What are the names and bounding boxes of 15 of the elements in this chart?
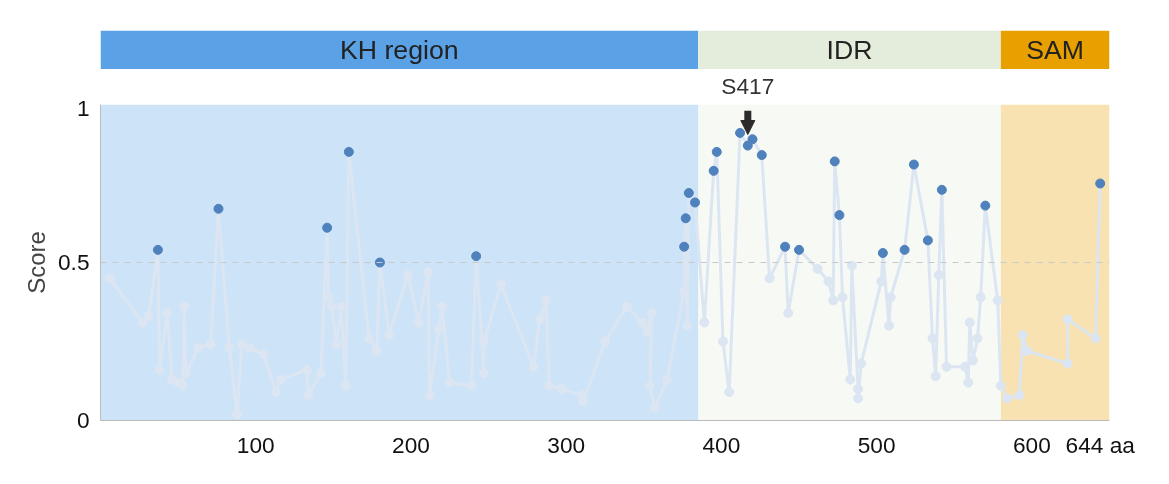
x-tick-label: 300: [547, 431, 586, 458]
band-label: KH region: [340, 35, 459, 66]
x-tick-label: 200: [392, 431, 430, 458]
band-label: IDR: [826, 35, 873, 66]
y-tick-label: 0.5: [58, 249, 90, 275]
annotation: S417: [721, 73, 775, 100]
x-tick-label: 600: [1012, 431, 1051, 458]
band-label: SAM: [1026, 35, 1085, 66]
x-tick-label: 400: [702, 431, 741, 458]
y-tick-label: 1: [76, 94, 90, 121]
y-axis-title: Score: [23, 231, 50, 294]
y-tick-label: 0: [76, 407, 90, 433]
x-tick-label: 100: [236, 431, 275, 458]
x-tick-label: 644 aa: [1065, 431, 1136, 458]
x-tick-label: 500: [857, 431, 896, 458]
